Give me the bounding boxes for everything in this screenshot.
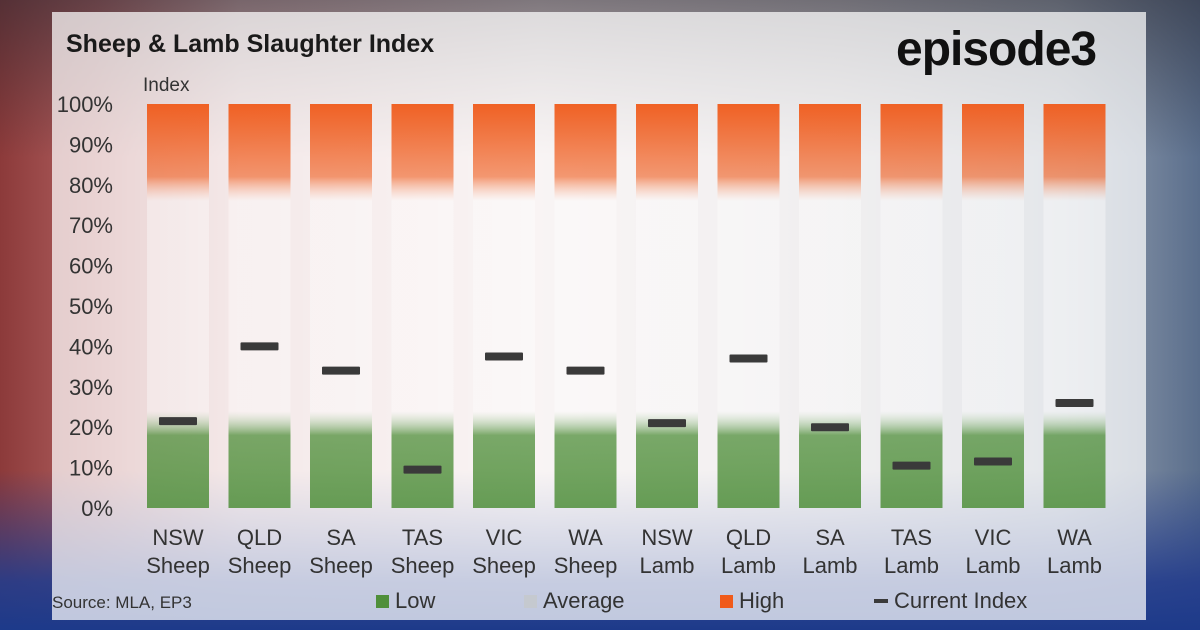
x-tick-label: Sheep <box>309 553 373 578</box>
bar-wa-lamb <box>1043 104 1106 508</box>
bar-sa-sheep <box>310 104 372 508</box>
x-tick-label: Sheep <box>228 553 292 578</box>
y-tick-label: 50% <box>69 294 113 319</box>
current-index-marker <box>811 423 849 432</box>
y-tick-label: 90% <box>69 132 113 157</box>
x-tick-label: WA <box>1057 525 1092 550</box>
x-tick-label: NSW <box>152 525 204 550</box>
source-note: Source: MLA, EP3 <box>52 593 192 612</box>
bar-tas-sheep <box>391 104 454 508</box>
x-tick-label: SA <box>815 525 845 550</box>
bar-vic-lamb <box>962 104 1024 508</box>
y-tick-label: 10% <box>69 456 113 481</box>
x-tick-label: Sheep <box>146 553 210 578</box>
chart-title: Sheep & Lamb Slaughter Index <box>66 30 435 58</box>
current-index-marker <box>974 457 1012 466</box>
y-tick-label: 100% <box>57 92 113 117</box>
x-tick-label: Lamb <box>639 553 694 578</box>
bar-qld-lamb <box>717 104 780 508</box>
y-tick-label: 0% <box>81 496 113 521</box>
chart-legend: Low Average High Current Index <box>0 586 1200 616</box>
legend-item-current-index: Current Index <box>874 586 1027 616</box>
x-tick-label: Lamb <box>884 553 939 578</box>
bar-nsw-sheep <box>147 104 209 508</box>
x-tick-label: SA <box>326 525 356 550</box>
x-tick-label: WA <box>568 525 603 550</box>
brand-logo: episode3 <box>896 23 1097 76</box>
bar-tas-lamb <box>880 104 943 508</box>
current-index-marker <box>648 419 686 428</box>
legend-item-average: Average <box>524 586 625 616</box>
y-axis-label: Index <box>143 75 190 96</box>
current-index-marker <box>403 465 442 474</box>
bar-wa-sheep <box>554 104 617 508</box>
legend-label-low: Low <box>395 588 436 613</box>
legend-item-high: High <box>720 586 784 616</box>
bar-nsw-lamb <box>636 104 698 508</box>
legend-label-average: Average <box>543 588 625 613</box>
y-tick-label: 70% <box>69 213 113 238</box>
legend-label-current-index: Current Index <box>894 588 1028 613</box>
x-tick-label: Lamb <box>802 553 857 578</box>
bar-qld-sheep <box>228 104 291 508</box>
current-index-marker <box>485 352 523 361</box>
x-tick-label: TAS <box>402 525 443 550</box>
x-tick-label: QLD <box>237 525 282 550</box>
bar-sa-lamb <box>799 104 861 508</box>
x-tick-label: Lamb <box>1047 553 1102 578</box>
x-tick-label: QLD <box>726 525 771 550</box>
x-tick-label: Sheep <box>554 553 618 578</box>
y-tick-label: 80% <box>69 173 113 198</box>
current-index-marker <box>159 417 197 426</box>
legend-item-low: Low <box>376 586 435 616</box>
current-index-marker <box>240 342 279 351</box>
x-tick-label: Sheep <box>391 553 455 578</box>
x-tick-label: NSW <box>641 525 693 550</box>
legend-swatch-high <box>720 594 733 608</box>
bar-vic-sheep <box>473 104 535 508</box>
x-tick-label: VIC <box>975 525 1012 550</box>
legend-swatch-average <box>524 594 537 608</box>
y-tick-label: 20% <box>69 415 113 440</box>
current-index-marker <box>566 366 605 375</box>
x-tick-label: TAS <box>891 525 932 550</box>
legend-label-high: High <box>739 588 785 613</box>
current-index-marker <box>729 354 768 363</box>
legend-swatch-low <box>376 594 389 608</box>
current-index-marker <box>1055 398 1094 407</box>
x-tick-label: Lamb <box>721 553 776 578</box>
y-tick-label: 60% <box>69 254 113 279</box>
current-index-marker <box>892 461 931 470</box>
legend-dash-current-index <box>874 599 888 603</box>
x-tick-label: Sheep <box>472 553 536 578</box>
x-tick-label: VIC <box>486 525 523 550</box>
y-tick-label: 30% <box>69 375 113 400</box>
x-tick-label: Lamb <box>965 553 1020 578</box>
current-index-marker <box>322 366 360 375</box>
y-tick-label: 40% <box>69 334 113 359</box>
